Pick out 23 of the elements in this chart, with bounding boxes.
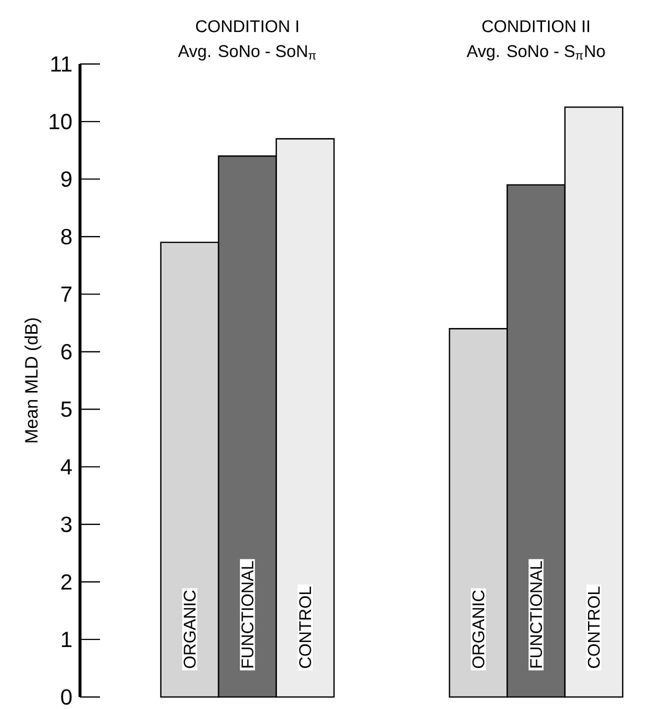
y-tick-label: 10 — [50, 114, 72, 130]
text: Avg. SoNo - S$_{π}$No — [466, 45, 605, 60]
y-tick-label: 1 — [62, 632, 72, 647]
y-tick-label: 11 — [51, 56, 72, 72]
y-tick-label: 8 — [61, 228, 72, 244]
y-tick-label: 4 — [60, 459, 72, 474]
y-tick-label: 2 — [61, 574, 72, 590]
y-tick-label: 7 — [61, 286, 72, 302]
text: ORGANIC — [472, 590, 484, 668]
text: FUNCTIONAL — [530, 561, 542, 668]
text: Avg. SoNo - SoN$_{π}$ — [178, 45, 316, 60]
text: CONTROL — [299, 586, 312, 668]
series-label: FUNCTIONAL — [241, 561, 254, 668]
series-label: CONTROL — [588, 586, 600, 668]
y-tick-label: 5 — [61, 402, 72, 417]
x-tick-label: CONDITION I — [196, 20, 298, 32]
y-tick-label: 0 — [61, 689, 72, 705]
y-tick-label: 9 — [61, 171, 72, 187]
y-tick-label: 6 — [61, 344, 72, 360]
x-tick-label: CONDITION II — [482, 20, 590, 32]
y-tick-label: 3 — [61, 516, 72, 532]
y-axis-title: Mean MLD (dB) — [24, 318, 42, 442]
series-label: ORGANIC — [184, 590, 196, 668]
